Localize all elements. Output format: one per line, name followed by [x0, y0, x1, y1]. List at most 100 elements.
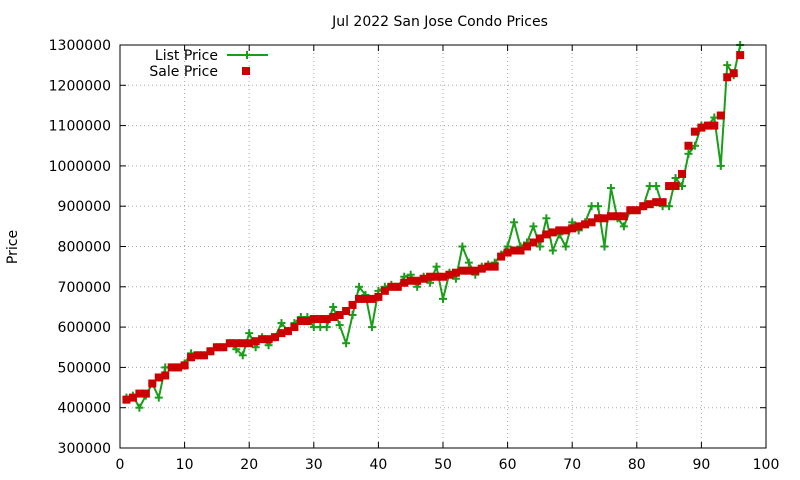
- sale-price-point: [632, 206, 641, 215]
- sale-price-point: [251, 337, 260, 346]
- sale-price-point: [516, 246, 525, 255]
- sale-price-point: [283, 327, 292, 336]
- sale-price-point: [529, 238, 538, 247]
- y-tick-label: 400000: [58, 401, 111, 417]
- sale-price-point: [264, 335, 273, 344]
- sale-price-point: [594, 214, 603, 223]
- x-tick-label: 90: [692, 457, 710, 473]
- list-price-point: [606, 184, 615, 193]
- sale-price-point: [703, 121, 712, 130]
- grid: [120, 45, 766, 448]
- sale-price-point: [561, 226, 570, 235]
- sale-price-point: [574, 222, 583, 231]
- sale-price-point: [484, 262, 493, 271]
- sale-price-point: [555, 226, 564, 235]
- sale-price-point: [581, 220, 590, 229]
- sale-price-point: [464, 266, 473, 275]
- series-layer: [122, 41, 745, 412]
- sale-price-point: [219, 343, 228, 352]
- x-tick-label: 40: [369, 457, 387, 473]
- sale-price-point: [296, 317, 305, 326]
- sale-price-point: [193, 351, 202, 360]
- list-price-point: [529, 222, 538, 231]
- list-price-point: [548, 246, 557, 255]
- sale-price-point: [613, 212, 622, 221]
- sale-price-point: [361, 294, 370, 303]
- sale-price-point: [716, 111, 725, 120]
- sale-price-point: [619, 212, 628, 221]
- list-price-point: [652, 182, 661, 191]
- sale-price-point: [367, 294, 376, 303]
- list-price-point: [335, 321, 344, 330]
- list-price-point: [716, 161, 725, 170]
- sale-price-point: [225, 339, 234, 348]
- sale-price-point: [232, 339, 241, 348]
- y-axis-label: Price: [5, 230, 21, 264]
- y-tick-label: 800000: [58, 240, 111, 256]
- sale-price-point: [426, 272, 435, 281]
- list-price-point: [154, 393, 163, 402]
- chart-title: Jul 2022 San Jose Condo Prices: [331, 14, 548, 30]
- list-price-point: [439, 294, 447, 303]
- sale-price-point: [309, 315, 318, 324]
- sale-price-point: [497, 252, 506, 261]
- sale-price-point: [587, 218, 596, 227]
- list-price-point: [238, 351, 247, 360]
- sale-price-point: [729, 69, 738, 78]
- sale-price-point: [154, 373, 163, 382]
- y-tick-label: 1100000: [49, 119, 111, 135]
- sale-price-point: [187, 353, 196, 362]
- sale-price-point: [322, 315, 331, 324]
- list-price-point: [542, 214, 551, 223]
- list-price-point: [458, 242, 467, 251]
- sale-price-point: [355, 294, 364, 303]
- sale-price-point: [451, 268, 460, 277]
- sale-price-point: [387, 282, 396, 291]
- sale-price-point: [406, 276, 415, 285]
- sale-price-point: [271, 333, 280, 342]
- sale-price-point: [342, 306, 351, 315]
- sale-price-point: [503, 248, 512, 257]
- y-tick-label: 1000000: [49, 159, 111, 175]
- sale-price-point: [148, 379, 157, 388]
- sale-price-point: [432, 272, 441, 281]
- sale-price-point: [490, 262, 499, 271]
- sale-price-point: [510, 246, 519, 255]
- sale-price-point: [380, 286, 389, 295]
- sale-price-point: [439, 272, 447, 281]
- sale-price-point: [238, 339, 247, 348]
- sale-price-point: [122, 395, 131, 404]
- sale-price-point: [199, 351, 208, 360]
- sale-price-point: [645, 200, 654, 209]
- legend-sale-price-swatch: [242, 67, 250, 75]
- sale-price-point: [419, 274, 428, 283]
- y-tick-label: 500000: [58, 360, 111, 376]
- list-price-point: [277, 319, 286, 328]
- x-tick-label: 30: [305, 457, 323, 473]
- sale-price-point: [652, 198, 661, 207]
- sale-price-point: [180, 361, 189, 370]
- list-price-point: [329, 302, 338, 311]
- sale-price-point: [568, 224, 577, 233]
- sale-price-point: [135, 389, 144, 398]
- sale-price-point: [684, 141, 693, 150]
- y-tick-label: 700000: [58, 280, 111, 296]
- list-price-point: [464, 258, 473, 267]
- y-tick-label: 900000: [58, 199, 111, 215]
- legend-list-price-swatch: [227, 51, 268, 59]
- sale-price-point: [671, 182, 680, 191]
- x-tick-label: 0: [116, 457, 125, 473]
- list-price-point: [684, 149, 693, 158]
- sale-price-point: [548, 228, 557, 237]
- list-price-point: [245, 329, 254, 338]
- list-price-point: [665, 202, 674, 211]
- list-price-line: [126, 44, 742, 410]
- list-price-point: [510, 218, 519, 227]
- sale-price-point: [606, 212, 615, 221]
- legend: List Price Sale Price: [149, 48, 268, 80]
- list-price-point: [671, 173, 680, 182]
- sale-price-point: [678, 169, 687, 178]
- sale-price-point: [697, 123, 706, 132]
